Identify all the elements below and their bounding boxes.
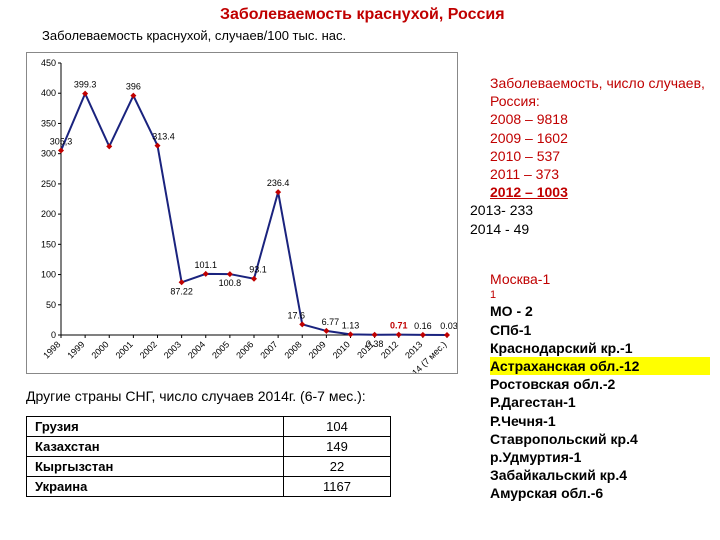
svg-text:305,3: 305,3 bbox=[50, 136, 73, 146]
svg-text:2003: 2003 bbox=[162, 339, 183, 360]
chart-subtitle: Заболеваемость краснухой, случаев/100 ты… bbox=[42, 28, 346, 43]
svg-text:2009: 2009 bbox=[307, 339, 328, 360]
region-line: Забайкальский кр.4 bbox=[490, 466, 710, 484]
svg-text:2006: 2006 bbox=[234, 339, 255, 360]
svg-text:50: 50 bbox=[46, 300, 56, 310]
cases-line: 2013- 233 bbox=[470, 201, 710, 219]
svg-text:100.8: 100.8 bbox=[219, 278, 242, 288]
country-cell: Казахстан bbox=[27, 437, 284, 457]
svg-text:396: 396 bbox=[126, 82, 141, 92]
regions-block: Москва-11МО - 2СПб-1Краснодарский кр.-1А… bbox=[490, 270, 710, 503]
value-cell: 149 bbox=[284, 437, 391, 457]
svg-text:2001: 2001 bbox=[114, 339, 135, 360]
svg-text:2004: 2004 bbox=[186, 339, 207, 360]
svg-text:0: 0 bbox=[51, 330, 56, 340]
svg-text:100: 100 bbox=[41, 270, 56, 280]
svg-text:399.3: 399.3 bbox=[74, 80, 97, 90]
svg-text:1998: 1998 bbox=[41, 339, 62, 360]
svg-text:2008: 2008 bbox=[282, 339, 303, 360]
svg-text:101.1: 101.1 bbox=[194, 260, 217, 270]
country-cell: Кыргызстан bbox=[27, 457, 284, 477]
svg-text:2010: 2010 bbox=[331, 339, 352, 360]
svg-text:200: 200 bbox=[41, 209, 56, 219]
cases-line: 2008 – 9818 bbox=[490, 110, 710, 128]
region-line: Ставропольский кр.4 bbox=[490, 430, 710, 448]
value-cell: 104 bbox=[284, 417, 391, 437]
svg-text:1999: 1999 bbox=[65, 339, 86, 360]
country-cell: Украина bbox=[27, 477, 284, 497]
svg-text:0.38: 0.38 bbox=[366, 339, 384, 349]
region-line: Р.Дагестан-1 bbox=[490, 393, 710, 411]
region-line: Амурская обл.-6 bbox=[490, 484, 710, 502]
cases-header: Заболеваемость, число случаев, Россия: bbox=[490, 74, 710, 110]
cases-block: Заболеваемость, число случаев, Россия:20… bbox=[490, 74, 710, 238]
region-line: Краснодарский кр.-1 bbox=[490, 339, 710, 357]
svg-text:250: 250 bbox=[41, 179, 56, 189]
svg-text:2007: 2007 bbox=[258, 339, 279, 360]
svg-text:450: 450 bbox=[41, 58, 56, 68]
svg-text:2013: 2013 bbox=[403, 339, 424, 360]
svg-text:350: 350 bbox=[41, 118, 56, 128]
rubella-chart: 0501001502002503003504004501998199920002… bbox=[26, 52, 458, 374]
table-row: Украина1167 bbox=[27, 477, 391, 497]
chart-svg: 0501001502002503003504004501998199920002… bbox=[27, 53, 457, 373]
page-title: Заболеваемость краснухой, Россия bbox=[220, 6, 505, 24]
region-line: МО - 2 bbox=[490, 302, 710, 320]
svg-text:236.4: 236.4 bbox=[267, 178, 290, 188]
svg-text:0.16: 0.16 bbox=[414, 321, 432, 331]
country-cell: Грузия bbox=[27, 417, 284, 437]
cases-line: 2011 – 373 bbox=[490, 165, 710, 183]
cng-table: Грузия104Казахстан149Кыргызстан22Украина… bbox=[26, 416, 391, 497]
region-line: СПб-1 bbox=[490, 321, 710, 339]
svg-text:2002: 2002 bbox=[138, 339, 159, 360]
region-line: Астраханская обл.-12 bbox=[490, 357, 710, 375]
region-line: р.Удмуртия-1 bbox=[490, 448, 710, 466]
cases-line: 2014 - 49 bbox=[470, 220, 710, 238]
svg-text:300: 300 bbox=[41, 149, 56, 159]
table-row: Казахстан149 bbox=[27, 437, 391, 457]
region-moscow: Москва-1 bbox=[490, 270, 710, 288]
value-cell: 22 bbox=[284, 457, 391, 477]
svg-text:1.13: 1.13 bbox=[342, 320, 360, 330]
cases-line: 2010 – 537 bbox=[490, 147, 710, 165]
cases-line-bold: 2012 – 1003 bbox=[490, 183, 710, 201]
svg-text:17.6: 17.6 bbox=[287, 310, 305, 320]
cng-caption: Другие страны СНГ, число случаев 2014г. … bbox=[26, 388, 366, 404]
svg-text:93.1: 93.1 bbox=[249, 265, 267, 275]
svg-text:400: 400 bbox=[41, 88, 56, 98]
value-cell: 1167 bbox=[284, 477, 391, 497]
svg-text:87.22: 87.22 bbox=[170, 286, 193, 296]
cng-table-body: Грузия104Казахстан149Кыргызстан22Украина… bbox=[27, 417, 391, 497]
svg-text:0.03: 0.03 bbox=[440, 321, 457, 331]
region-moscow-sub: 1 bbox=[490, 288, 710, 302]
svg-text:313.4: 313.4 bbox=[152, 132, 175, 142]
table-row: Кыргызстан22 bbox=[27, 457, 391, 477]
svg-text:0.71: 0.71 bbox=[390, 321, 408, 331]
region-line: Ростовская обл.-2 bbox=[490, 375, 710, 393]
region-line: Р.Чечня-1 bbox=[490, 412, 710, 430]
table-row: Грузия104 bbox=[27, 417, 391, 437]
svg-text:6.77: 6.77 bbox=[322, 317, 340, 327]
svg-text:150: 150 bbox=[41, 239, 56, 249]
svg-text:2005: 2005 bbox=[210, 339, 231, 360]
svg-text:2000: 2000 bbox=[89, 339, 110, 360]
cases-line: 2009 – 1602 bbox=[490, 129, 710, 147]
